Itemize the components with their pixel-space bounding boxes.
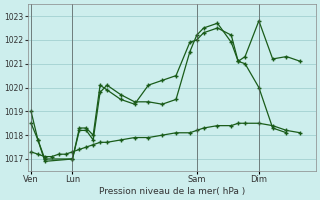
X-axis label: Pression niveau de la mer( hPa ): Pression niveau de la mer( hPa ) [99,187,245,196]
